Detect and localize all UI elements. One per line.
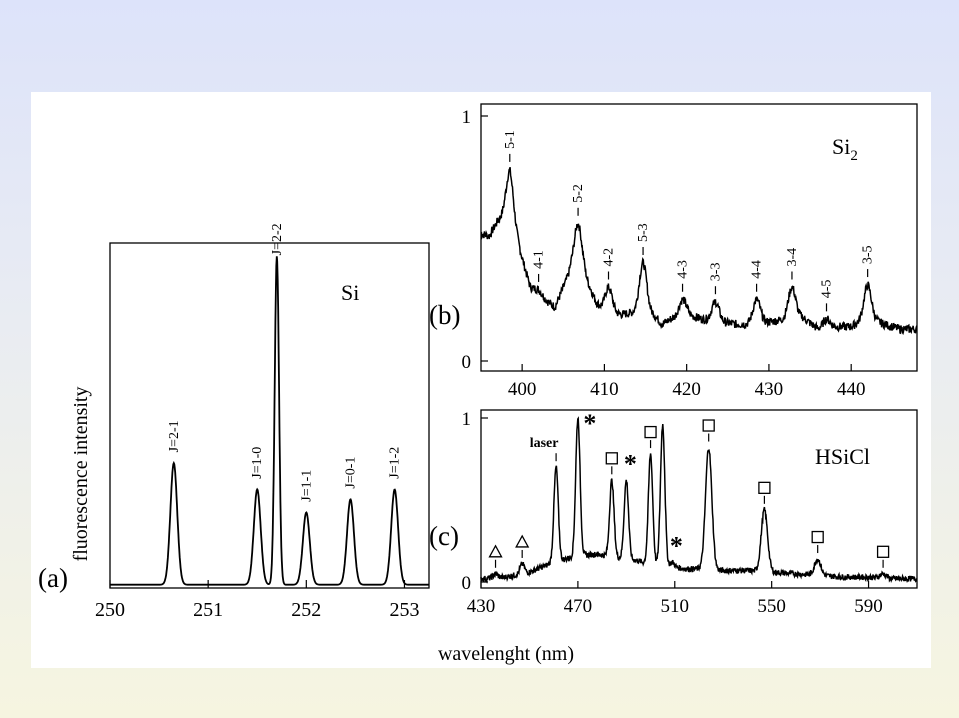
panel-a-peak-label: J=1-2 — [388, 447, 403, 479]
panel-a-x-tick-label: 253 — [389, 599, 419, 621]
panel-b-x-tick-label: 400 — [508, 379, 537, 400]
panel-c-star-marker: * — [624, 449, 637, 478]
panel-c-laser-label: laser — [530, 436, 559, 451]
panel-c-y-tick-label: 0 — [462, 573, 472, 594]
panel-a-x-tick-label: 252 — [291, 599, 321, 621]
panel-c-frame — [480, 409, 918, 589]
panel-b-band-label: 3-3 — [709, 263, 724, 282]
panel-a-data: 250 251 252 253 J=2-1 J=1-0 J=2-2 J=1-1 J=0-1 J=1… — [95, 223, 429, 621]
panel-b-data: 400 410 420 430 440 0 1 5-1 4-1 5-2 4-2 5-3 4-3 3-3 4-… — [462, 107, 918, 400]
panel-a-x-tick-label: 250 — [95, 599, 125, 621]
panel-c-x-tick-label: 550 — [757, 596, 786, 617]
panel-a-frame — [109, 242, 430, 589]
y-axis-label: fluorescence intensity — [70, 387, 92, 562]
panel-c-x-tick-label: 510 — [661, 596, 690, 617]
panel-c-x-tick-label: 590 — [854, 596, 883, 617]
panel-b-band-label: 4-2 — [602, 248, 617, 267]
spectra-figure: 250 251 252 253 J=2-1 J=1-0 J=2-2 J=1-1 J=0-1 J=1… — [38, 103, 918, 665]
panel-c-species: HSiCl — [815, 444, 870, 469]
x-axis-label: wavelenght (nm) — [438, 643, 574, 665]
panel-a-species: Si — [341, 280, 359, 305]
panel-b-x-tick-label: 410 — [590, 379, 619, 400]
panel-c-square-marker — [644, 425, 657, 439]
panel-c-data: 430 470 510 550 590 0 1 laser * * * — [462, 409, 918, 617]
panel-c-triangle-marker — [515, 534, 530, 548]
panel-c-x-tick-label: 470 — [564, 596, 593, 617]
panel-b-species: Si2 — [832, 134, 858, 164]
panel-b-band-label: 5-3 — [636, 223, 651, 242]
panel-c-spectrum-line — [480, 416, 918, 585]
panel-b-band-label: 5-1 — [503, 130, 518, 149]
panel-b-band-label: 4-1 — [532, 250, 547, 269]
panel-b-species-main: Si — [832, 134, 850, 159]
panel-c-square-marker — [811, 530, 824, 544]
panel-b-band-label: 3-5 — [861, 245, 876, 264]
panel-b-frame — [480, 103, 918, 372]
panel-a-spectrum-line — [110, 256, 429, 586]
panel-c-square-marker — [876, 545, 890, 558]
panel-c-star-marker: * — [583, 409, 596, 438]
panel-a-peak-label: J=1-0 — [250, 447, 265, 479]
panel-b-species-subscript: 2 — [850, 148, 858, 164]
panel-b-band-label: 3-4 — [785, 248, 800, 267]
panel-b-x-tick-label: 420 — [672, 379, 701, 400]
panel-b-band-label: 5-2 — [571, 184, 586, 203]
panel-a-peak-label: J=1-1 — [299, 470, 314, 502]
panel-b-spectrum-line — [480, 166, 918, 336]
panel-b-band-label: 4-5 — [820, 280, 835, 299]
panel-b-label: (b) — [429, 300, 460, 330]
figure-panel: 250 251 252 253 J=2-1 J=1-0 J=2-2 J=1-1 J=0-1 J=1… — [31, 92, 931, 668]
panel-b-band-label: 4-4 — [750, 260, 765, 279]
panel-c-square-marker — [758, 481, 771, 494]
panel-c-square-marker — [605, 452, 618, 465]
panel-c-y-tick-label: 1 — [462, 409, 472, 430]
panel-a-peak-label: J=2-1 — [167, 420, 182, 452]
panel-a-x-tick-label: 251 — [193, 599, 223, 621]
panel-a-peak-label: J=0-1 — [344, 457, 359, 489]
panel-c-triangle-marker — [488, 544, 503, 558]
panel-b-y-tick-label: 0 — [462, 352, 472, 373]
panel-b-band-label: 4-3 — [676, 260, 691, 279]
panel-a-label: (a) — [38, 563, 68, 593]
panel-c-square-marker — [702, 419, 715, 432]
panel-b-y-tick-label: 1 — [462, 107, 472, 128]
panel-a-peak-label: J=2-2 — [270, 223, 285, 255]
panel-c-star-marker: * — [670, 531, 683, 560]
panel-b-x-tick-label: 430 — [755, 379, 784, 400]
panel-c-label: (c) — [429, 521, 459, 551]
panel-c-x-tick-label: 430 — [467, 596, 496, 617]
panel-b-x-tick-label: 440 — [837, 379, 866, 400]
